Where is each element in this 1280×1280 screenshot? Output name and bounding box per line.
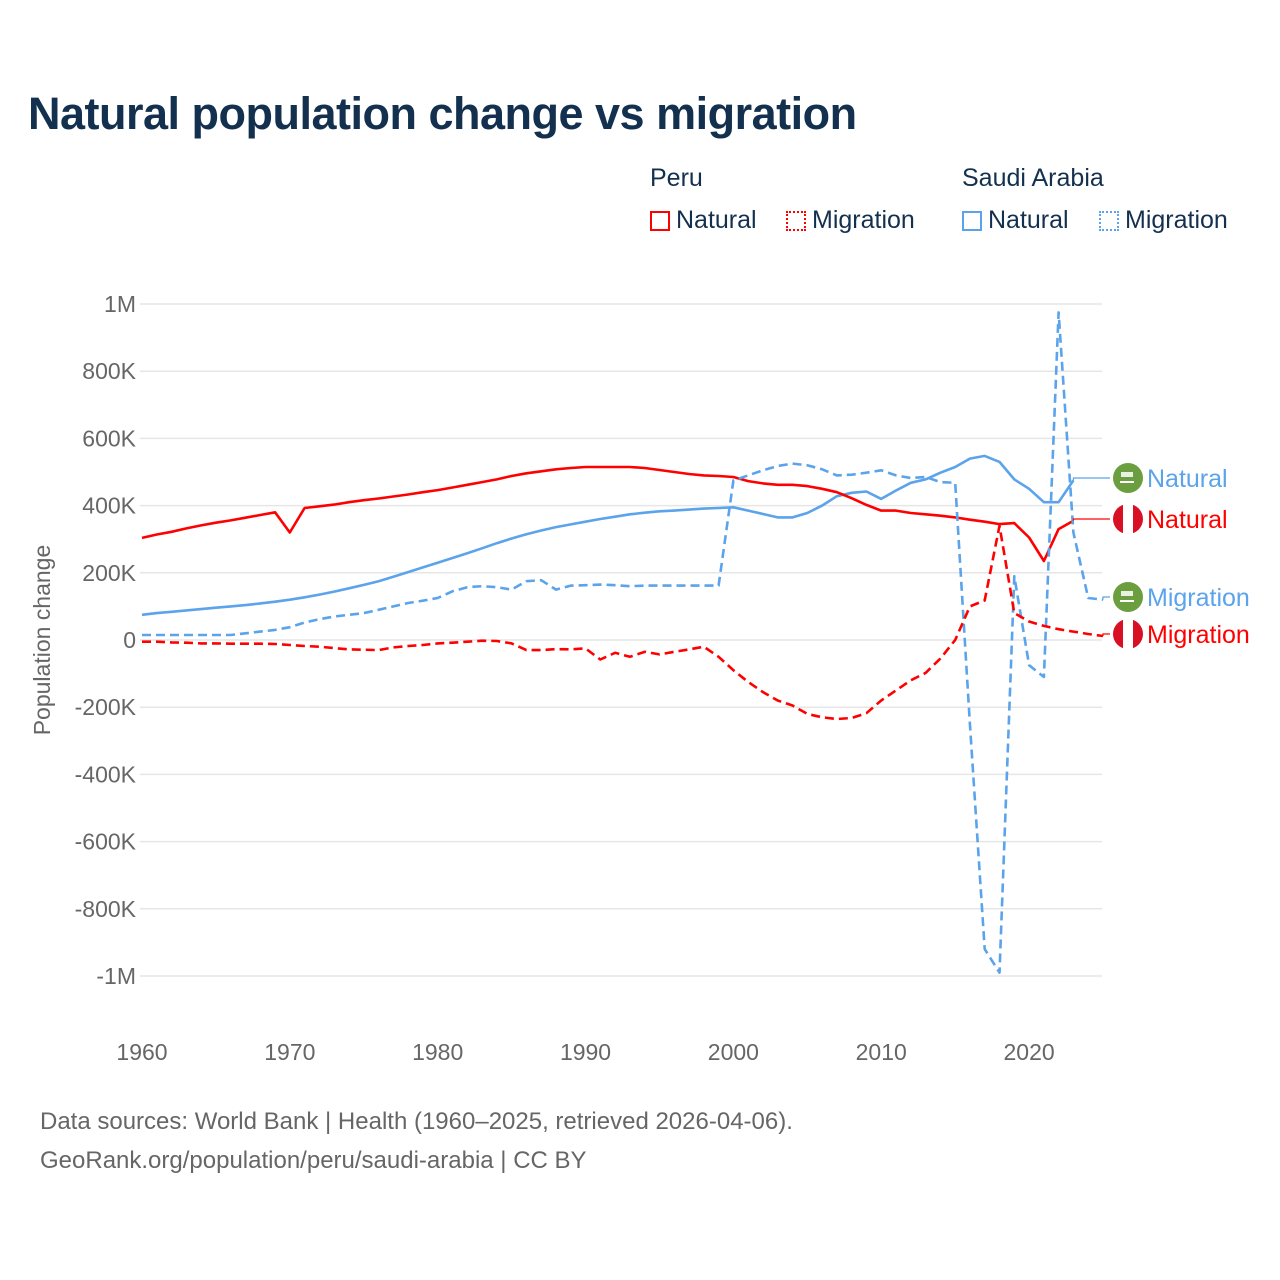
end-label: Natural	[1147, 465, 1228, 493]
legend-group-saudi: Saudi Arabia	[962, 164, 1104, 192]
footer-sources: Data sources: World Bank | Health (1960–…	[40, 1108, 793, 1135]
y-tick-label: 200K	[82, 560, 136, 586]
x-tick-label: 2010	[856, 1039, 907, 1065]
y-tick-label: 600K	[82, 425, 136, 451]
y-tick-label: -600K	[75, 829, 137, 855]
legend-label: Natural	[676, 206, 757, 234]
y-tick-label: -400K	[75, 761, 137, 787]
series-line-saudi-arabia-migration	[142, 311, 1104, 974]
y-axis-label: Population change	[29, 545, 55, 736]
x-tick-label: 1970	[264, 1039, 315, 1065]
saudi-flag-script	[1121, 472, 1133, 477]
saudi-flag-script	[1121, 591, 1133, 596]
legend-label: Migration	[1125, 206, 1228, 234]
legend-group-peru: Peru	[650, 164, 703, 192]
legend-swatch-dotted-icon	[1099, 210, 1119, 231]
legend-label: Natural	[988, 206, 1069, 234]
legend-saudi-natural[interactable]: Natural	[962, 206, 1069, 235]
y-tick-label: -200K	[75, 694, 137, 720]
series-line-peru-natural	[141, 465, 1075, 563]
saudi-flag-sword	[1120, 600, 1134, 602]
legend-swatch-dotted-icon	[786, 210, 806, 231]
saudi-flag-icon	[1113, 582, 1143, 612]
y-tick-label: 0	[123, 627, 136, 653]
legend-saudi-migration[interactable]: Migration	[1099, 206, 1228, 235]
x-tick-label: 2020	[1003, 1039, 1054, 1065]
legend-swatch-solid-icon	[962, 210, 982, 231]
end-label-connector	[1072, 518, 1110, 521]
peru-flag-stripe	[1123, 504, 1133, 534]
saudi-flag-icon	[1113, 463, 1143, 493]
chart-title: Natural population change vs migration	[28, 88, 857, 139]
end-label-connector	[1102, 596, 1110, 600]
legend-peru-natural[interactable]: Natural	[650, 206, 757, 235]
y-tick-label: -1M	[96, 963, 136, 989]
series-line-peru-migration	[142, 524, 1104, 721]
end-label: Migration	[1147, 621, 1250, 649]
footer-link[interactable]: GeoRank.org/population/peru/saudi-arabia…	[40, 1147, 587, 1174]
end-label-connector	[1102, 633, 1110, 636]
peru-flag-stripe	[1123, 619, 1133, 649]
y-tick-label: 1M	[104, 291, 136, 317]
saudi-flag-sword	[1120, 481, 1134, 483]
x-tick-label: 1990	[560, 1039, 611, 1065]
legend-label: Migration	[812, 206, 915, 234]
legend-swatch-solid-icon	[650, 210, 670, 231]
end-label: Natural	[1147, 506, 1228, 534]
end-label: Migration	[1147, 584, 1250, 612]
x-tick-label: 2000	[708, 1039, 759, 1065]
legend-peru-migration[interactable]: Migration	[786, 206, 915, 235]
x-tick-label: 1960	[116, 1039, 167, 1065]
y-tick-label: 800K	[82, 358, 136, 384]
y-tick-label: 400K	[82, 493, 136, 519]
end-label-connector	[1072, 477, 1110, 481]
y-tick-label: -800K	[75, 896, 137, 922]
x-tick-label: 1980	[412, 1039, 463, 1065]
series-line-saudi-arabia-natural	[141, 454, 1075, 617]
